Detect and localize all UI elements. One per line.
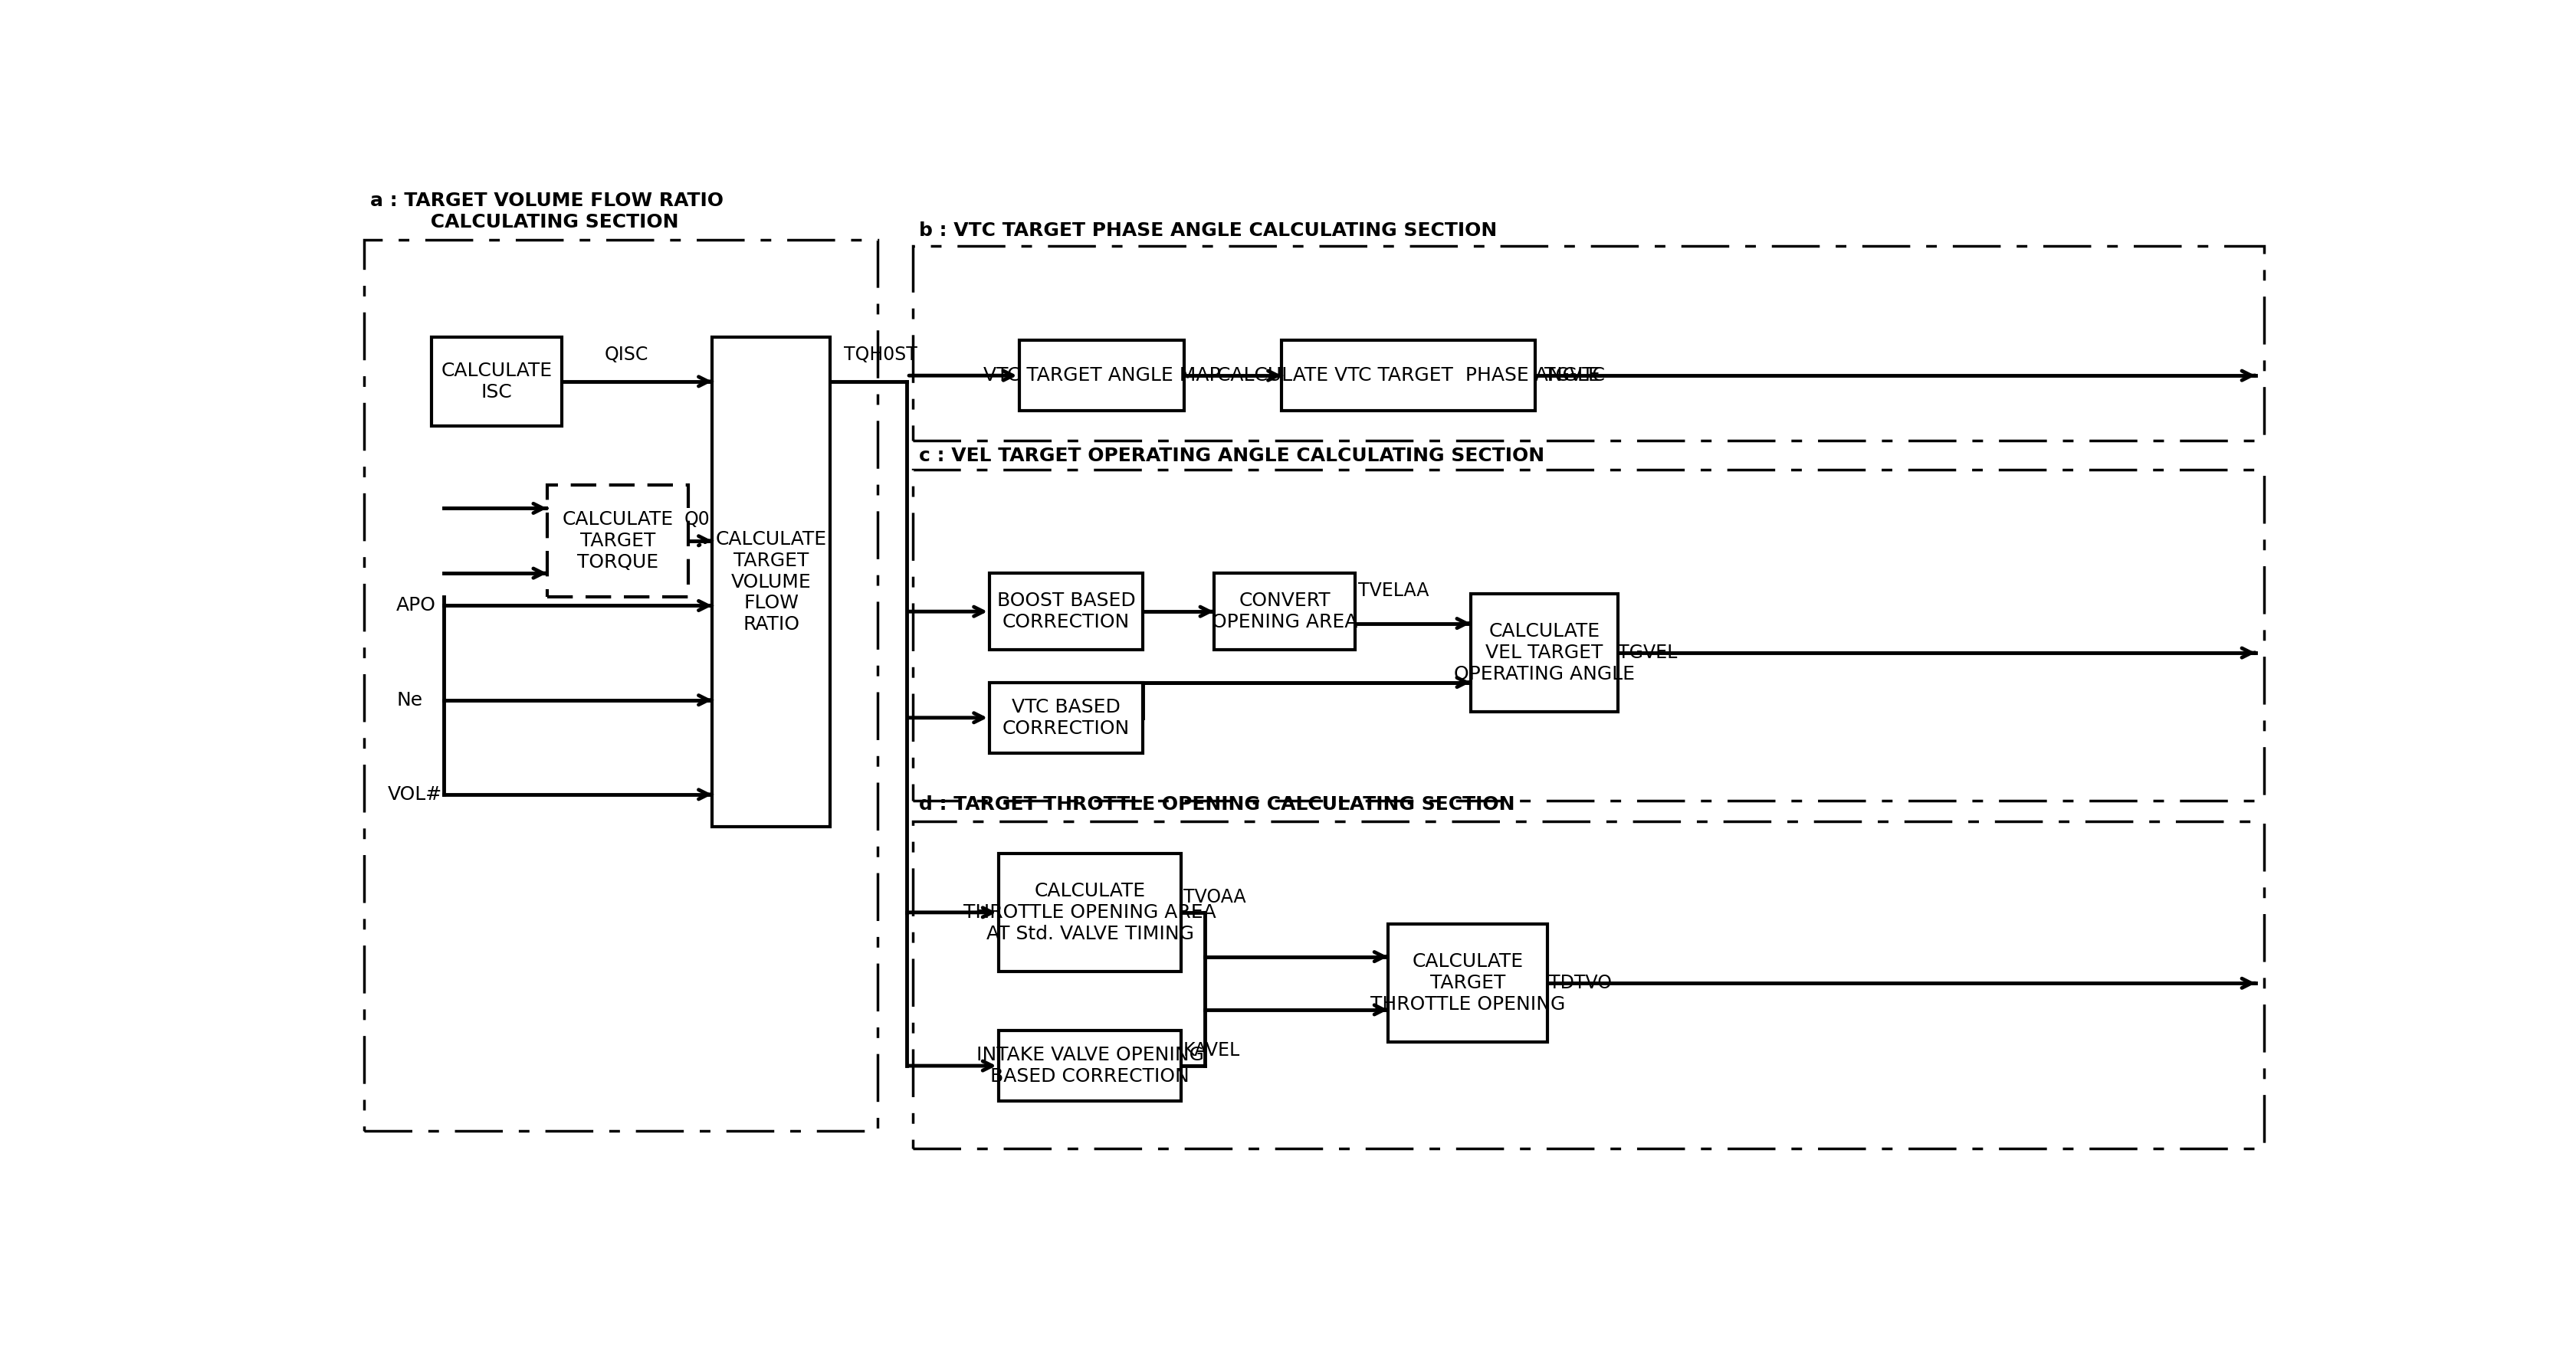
- Text: QISC: QISC: [605, 346, 649, 363]
- Text: VTC BASED
CORRECTION: VTC BASED CORRECTION: [1002, 698, 1131, 737]
- FancyBboxPatch shape: [989, 682, 1144, 753]
- Text: b : VTC TARGET PHASE ANGLE CALCULATING SECTION: b : VTC TARGET PHASE ANGLE CALCULATING S…: [920, 221, 1497, 240]
- FancyBboxPatch shape: [711, 338, 829, 828]
- Text: CONVERT
OPENING AREA: CONVERT OPENING AREA: [1211, 591, 1358, 632]
- Text: BOOST BASED
CORRECTION: BOOST BASED CORRECTION: [997, 591, 1136, 632]
- Text: CALCULATE
TARGET
VOLUME
FLOW
RATIO: CALCULATE TARGET VOLUME FLOW RATIO: [716, 531, 827, 634]
- FancyBboxPatch shape: [989, 574, 1144, 649]
- Text: a : TARGET VOLUME FLOW RATIO
         CALCULATING SECTION: a : TARGET VOLUME FLOW RATIO CALCULATING…: [371, 192, 724, 231]
- Text: Q0: Q0: [685, 510, 711, 529]
- FancyBboxPatch shape: [1280, 340, 1535, 410]
- Text: CALCULATE VTC TARGET  PHASE ANGLE: CALCULATE VTC TARGET PHASE ANGLE: [1216, 366, 1600, 385]
- FancyBboxPatch shape: [997, 1030, 1180, 1102]
- Text: CALCULATE
THROTTLE OPENING AREA
AT Std. VALVE TIMING: CALCULATE THROTTLE OPENING AREA AT Std. …: [963, 882, 1216, 942]
- Text: CALCULATE
TARGET
TORQUE: CALCULATE TARGET TORQUE: [562, 510, 672, 571]
- Text: CALCULATE
ISC: CALCULATE ISC: [440, 362, 551, 401]
- Text: c : VEL TARGET OPERATING ANGLE CALCULATING SECTION: c : VEL TARGET OPERATING ANGLE CALCULATI…: [920, 447, 1543, 466]
- Text: TGVTC: TGVTC: [1543, 366, 1605, 385]
- FancyBboxPatch shape: [997, 853, 1180, 972]
- Text: APO: APO: [397, 597, 435, 614]
- Text: VOL#: VOL#: [386, 786, 443, 803]
- FancyBboxPatch shape: [1018, 340, 1185, 410]
- Text: TQH0ST: TQH0ST: [842, 346, 917, 363]
- FancyBboxPatch shape: [546, 485, 688, 597]
- Text: TGVEL: TGVEL: [1618, 644, 1677, 662]
- Text: TVELAA: TVELAA: [1358, 582, 1430, 599]
- Text: CALCULATE
VEL TARGET
OPERATING ANGLE: CALCULATE VEL TARGET OPERATING ANGLE: [1453, 622, 1633, 683]
- FancyBboxPatch shape: [1213, 574, 1355, 649]
- Text: TDTVO: TDTVO: [1548, 973, 1613, 992]
- Text: d : TARGET THROTTLE OPENING CALCULATING SECTION: d : TARGET THROTTLE OPENING CALCULATING …: [920, 795, 1515, 813]
- Text: KAVEL: KAVEL: [1182, 1041, 1239, 1060]
- Text: TVOAA: TVOAA: [1182, 888, 1244, 906]
- FancyBboxPatch shape: [1388, 925, 1546, 1042]
- Text: CALCULATE
TARGET
THROTTLE OPENING: CALCULATE TARGET THROTTLE OPENING: [1370, 953, 1564, 1014]
- Text: VTC TARGET ANGLE MAP: VTC TARGET ANGLE MAP: [981, 366, 1221, 385]
- FancyBboxPatch shape: [1471, 594, 1618, 711]
- Text: INTAKE VALVE OPENING
BASED CORRECTION: INTAKE VALVE OPENING BASED CORRECTION: [976, 1046, 1203, 1085]
- FancyBboxPatch shape: [433, 338, 562, 425]
- Text: Ne: Ne: [397, 691, 422, 709]
